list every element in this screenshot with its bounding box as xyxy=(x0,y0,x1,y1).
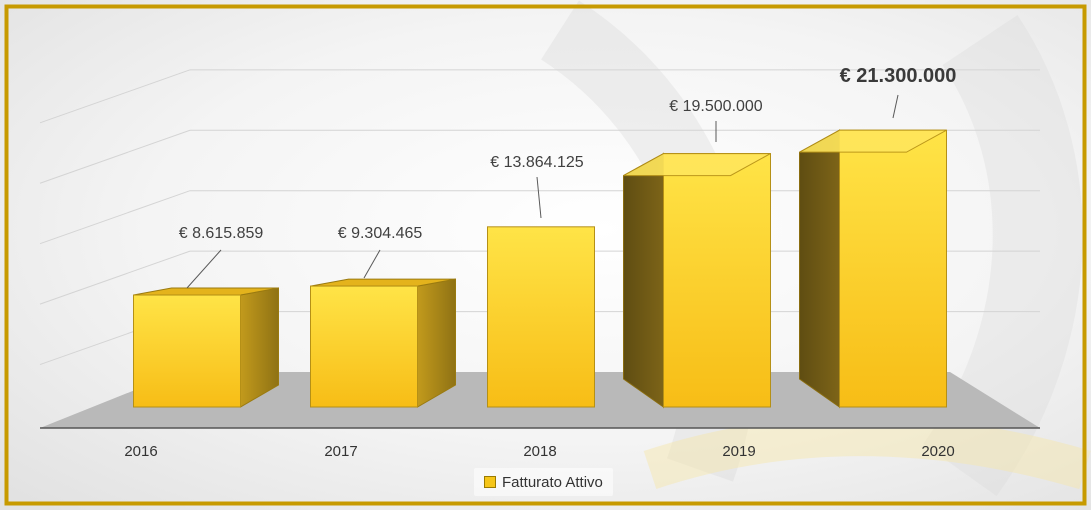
bar-2020 xyxy=(799,129,947,409)
data-label: € 13.864.125 xyxy=(490,154,584,171)
x-tick-label: 2020 xyxy=(921,443,954,460)
bar-side-face xyxy=(623,152,664,408)
gridline-side xyxy=(39,190,191,245)
data-label-leader xyxy=(892,94,899,119)
x-tick-label: 2019 xyxy=(722,443,755,460)
data-label: € 19.500.000 xyxy=(669,98,763,115)
legend-swatch xyxy=(484,476,496,488)
data-label: € 9.304.465 xyxy=(338,225,423,242)
legend-label: Fatturato Attivo xyxy=(502,473,603,491)
legend: Fatturato Attivo xyxy=(474,468,613,496)
gridline-side xyxy=(39,129,191,184)
data-labels: € 8.615.859 € 9.304.465 € 13.864.125 € 19.5… xyxy=(179,65,957,289)
bar-front-face xyxy=(663,153,771,408)
data-label-leader xyxy=(186,249,222,289)
x-tick-label: 2018 xyxy=(523,443,556,460)
gridline-side xyxy=(39,250,191,305)
bar-side-face xyxy=(417,278,456,408)
data-label-leader xyxy=(363,249,381,279)
data-label-leader xyxy=(536,176,542,219)
data-label: € 8.615.859 xyxy=(179,225,264,242)
bars xyxy=(133,129,947,409)
bar-top-face xyxy=(799,129,947,153)
bar-front-face xyxy=(310,285,418,408)
data-label: € 21.300.000 xyxy=(840,65,957,87)
bar-front-face xyxy=(133,294,241,408)
gridline-side xyxy=(39,69,191,124)
bar-2018 xyxy=(487,226,595,408)
bar-front-face xyxy=(839,129,947,408)
frame-border xyxy=(4,4,1087,506)
bar-2016 xyxy=(133,287,279,408)
background-swoosh xyxy=(643,416,1091,490)
bar-2017 xyxy=(310,278,456,408)
bar-front-face xyxy=(487,226,595,408)
x-axis-tick-labels: 2016 2017 2018 2019 2020 xyxy=(124,443,954,460)
bar-side-face xyxy=(799,129,840,408)
x-tick-label: 2017 xyxy=(324,443,357,460)
bar-2019 xyxy=(623,152,771,409)
x-tick-label: 2016 xyxy=(124,443,157,460)
bar-top-face xyxy=(623,153,771,177)
